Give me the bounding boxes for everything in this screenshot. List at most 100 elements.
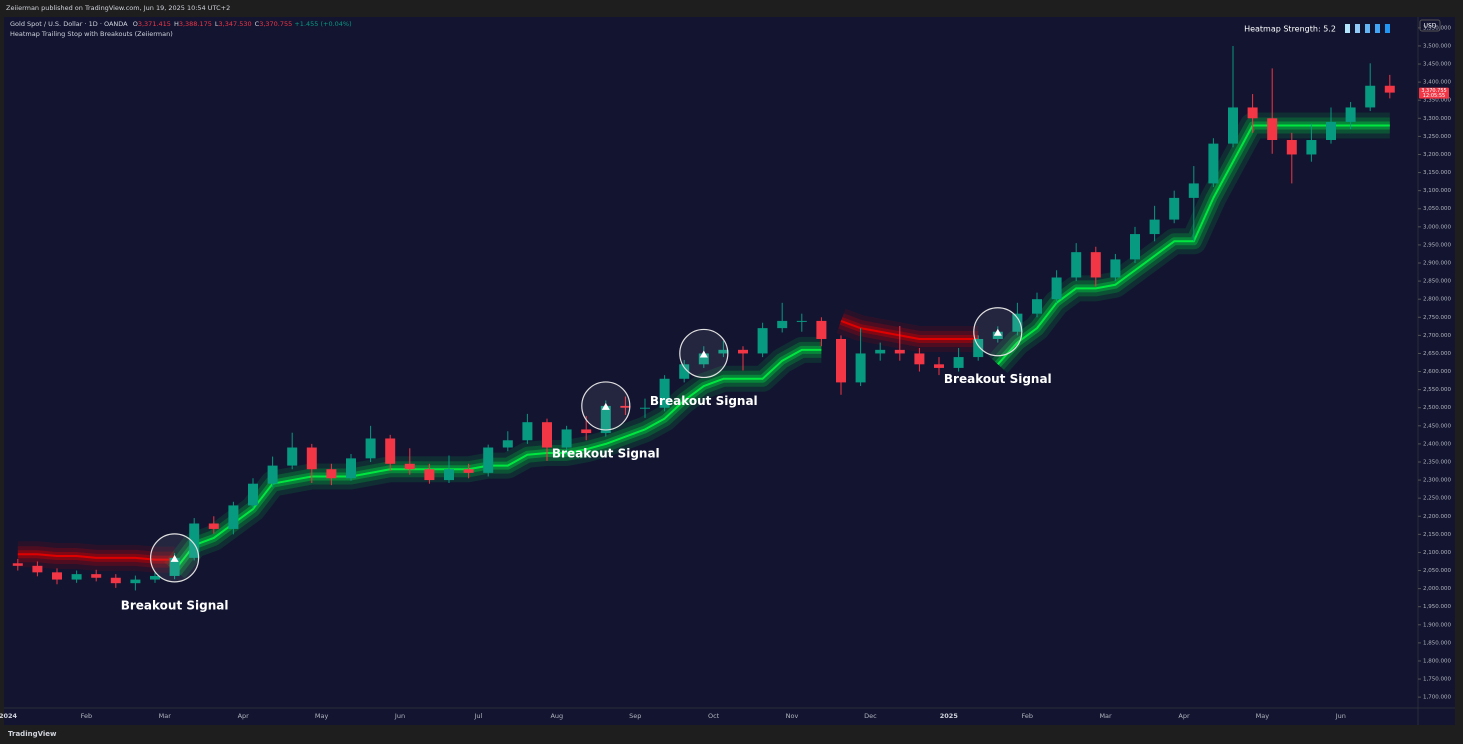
candle-body [581,429,592,434]
x-tick-label: Aug [550,712,563,720]
candle-body [1012,313,1023,332]
currency-box [1419,19,1441,32]
y-tick-label: 3,400.000 [1423,80,1451,86]
y-tick-label: 1,700.000 [1423,695,1451,701]
candle-body [1130,234,1140,260]
plot-area [4,17,1418,725]
y-tick-label: 2,300.000 [1423,478,1451,484]
x-tick-label: Mar [159,712,172,720]
y-tick-label: 2,200.000 [1423,514,1451,520]
y-tick-label: 2,600.000 [1423,369,1451,375]
candle-body [1306,140,1317,155]
ohlc-line: Gold Spot / U.S. Dollar · 1D · OANDA O3,… [10,20,352,28]
signal-arrow [170,554,179,562]
legend-swatch [1355,24,1360,33]
ohlc-label: C [254,20,260,28]
candle-body [855,353,866,383]
x-tick-label: Oct [708,712,720,720]
legend-swatch [1365,24,1370,33]
y-tick-label: 3,000.000 [1423,224,1451,230]
x-tick-label: Sep [629,712,641,720]
x-tick-label: Feb [1021,712,1033,720]
candle-body [110,577,121,584]
x-tick-label: Apr [238,712,250,720]
candle-body [404,463,415,470]
legend-swatch [1375,24,1380,33]
y-tick-label: 3,250.000 [1423,134,1451,140]
y-tick-label: 2,050.000 [1423,568,1451,574]
candle-body [1188,183,1199,198]
signal-label: Breakout Signal [944,372,1052,386]
candle-body [1208,143,1219,184]
candle-body [1090,252,1101,278]
trails [17,112,1390,579]
candles [12,45,1395,591]
ohlc-value: 3,347.530 [218,20,252,28]
signal-arrow [993,328,1002,336]
trail-line [17,553,175,561]
y-tick-label: 3,050.000 [1423,206,1451,212]
candle-body [130,579,141,584]
y-tick-label: 3,100.000 [1423,188,1451,194]
x-tick-label: 2024 [0,712,18,720]
x-tick-label: Feb [81,712,93,720]
candle-body [1267,118,1278,141]
trail-line [173,348,822,572]
candle-body [1032,299,1042,314]
candle-body [189,523,200,558]
x-tick-label: Dec [864,712,877,720]
candle-body [150,575,160,580]
y-tick-label: 3,200.000 [1423,152,1451,158]
candle-body [679,364,690,379]
x-tick-label: 2025 [940,712,959,720]
candle-body [1110,259,1121,278]
currency: USD [1424,23,1437,30]
y-tick-label: 3,450.000 [1423,62,1451,68]
signal-label: Breakout Signal [121,598,229,612]
candle-body [698,353,709,365]
candle-body [894,349,905,354]
footer-brand: TradingView [8,730,57,738]
x-tick-label: May [1256,712,1270,720]
x-tick-label: Mar [1099,712,1112,720]
y-tick-label: 3,150.000 [1423,170,1451,176]
last-price: 3,370.755 [1421,88,1446,94]
heatmap-legend [1345,24,1390,33]
candle-body [1169,197,1180,220]
trail-line [840,319,979,340]
candle-body [267,465,278,484]
candle-body [875,349,886,354]
signal-arrow [601,402,610,410]
legend-swatch [1385,24,1390,33]
candle-body [463,469,474,473]
x-tick-label: May [315,712,329,720]
change: +1.455 (+0.04%) [294,20,352,28]
candle-body [502,440,513,448]
y-tick-label: 2,400.000 [1423,441,1451,447]
candle-body [561,429,572,448]
candle-body [1071,252,1082,278]
candle-body [973,338,984,358]
candle-body [836,338,846,383]
candle-body [385,438,396,464]
ohlc-value: 3,371.415 [137,20,171,28]
candle-body [777,320,788,329]
ohlc-label: O [132,20,138,28]
candle-body [1228,107,1238,144]
candle-body [365,438,376,459]
candle-body [816,320,827,339]
y-tick-label: 2,450.000 [1423,423,1451,429]
candle-body [1286,140,1297,155]
y-tick-label: 3,300.000 [1423,116,1451,122]
indicator: Heatmap Trailing Stop with Breakouts (Ze… [10,30,173,38]
y-tick-label: 2,500.000 [1423,405,1451,411]
y-tick-label: 2,650.000 [1423,351,1451,357]
candle-body [522,422,533,441]
ohlc-value: 3,388.175 [178,20,212,28]
legend-swatch [1345,24,1350,33]
y-tick-label: 3,500.000 [1423,43,1451,49]
x-tick-label: Nov [786,712,799,720]
ohlc-label: L [214,20,219,28]
y-tick-label: 3,350.000 [1423,98,1451,104]
